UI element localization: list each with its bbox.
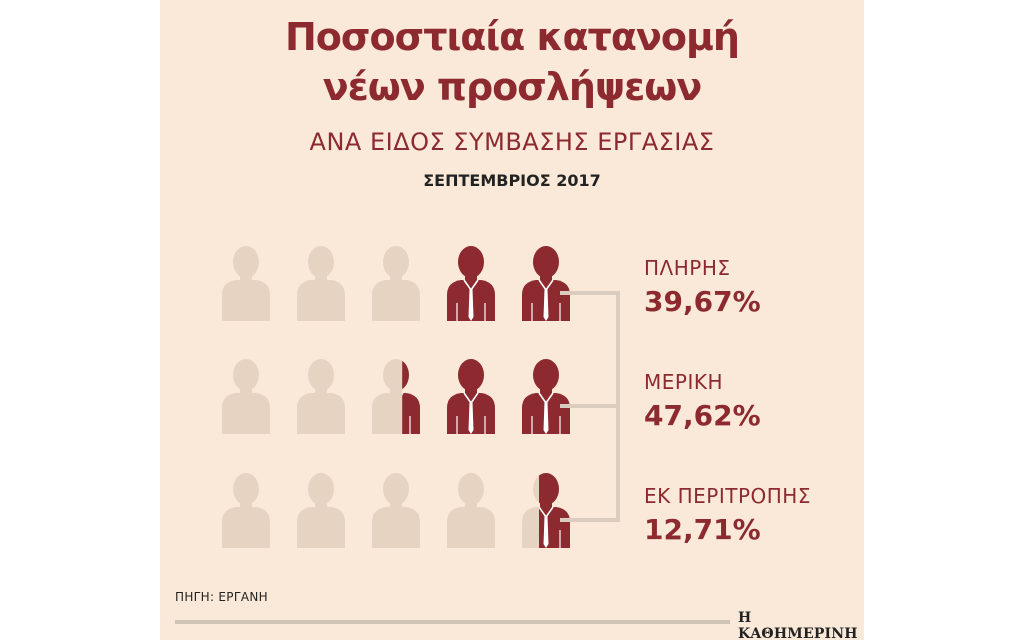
category-label-rotating: ΕΚ ΠΕΡΙΤΡΟΠΗΣ [644,484,811,508]
category-label-partial: ΜΕΡΙΚΗ [644,370,724,394]
person-icon [372,473,420,548]
person-icon [522,246,570,321]
person-icon [372,359,420,434]
person-icon [522,473,570,548]
category-label-full: ΠΛΗΡΗΣ [644,256,731,280]
footer-rule [175,620,730,624]
person-icon [297,246,345,321]
chart-title-line1: Ποσοστιαία κατανομή [285,15,740,59]
chart-subtitle: ΑΝΑ ΕΙΔΟΣ ΣΥΜΒΑΣΗΣ ΕΡΓΑΣΙΑΣ [309,128,715,156]
person-icon [447,473,495,548]
person-icon [222,246,270,321]
value-label-rotating: 12,71% [644,513,761,546]
infographic-panel: Ποσοστιαία κατανομή νέων προσλήψεων ΑΝΑ … [160,0,864,642]
source-note: ΠΗΓΗ: ΕΡΓΑΝΗ [175,590,268,604]
person-icon [372,246,420,321]
person-icon [222,473,270,548]
person-icon [447,246,495,321]
person-icon [522,359,570,434]
person-icon [297,473,345,548]
person-icon [447,359,495,434]
person-icon [297,359,345,434]
pictogram-chart [222,246,620,548]
publisher-logo: Η ΚΑΘΗΜΕΡΙΝΗ [738,610,858,642]
chart-date: ΣΕΠΤΕΜΒΡΙΟΣ 2017 [423,171,601,190]
value-label-full: 39,67% [644,285,761,318]
person-icon [222,359,270,434]
value-label-partial: 47,62% [644,399,761,432]
chart-title-line2: νέων προσλήψεων [322,65,702,109]
